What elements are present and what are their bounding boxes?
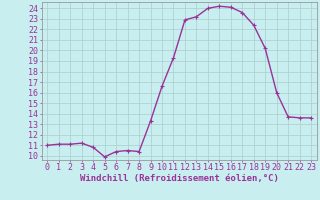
X-axis label: Windchill (Refroidissement éolien,°C): Windchill (Refroidissement éolien,°C) — [80, 174, 279, 183]
